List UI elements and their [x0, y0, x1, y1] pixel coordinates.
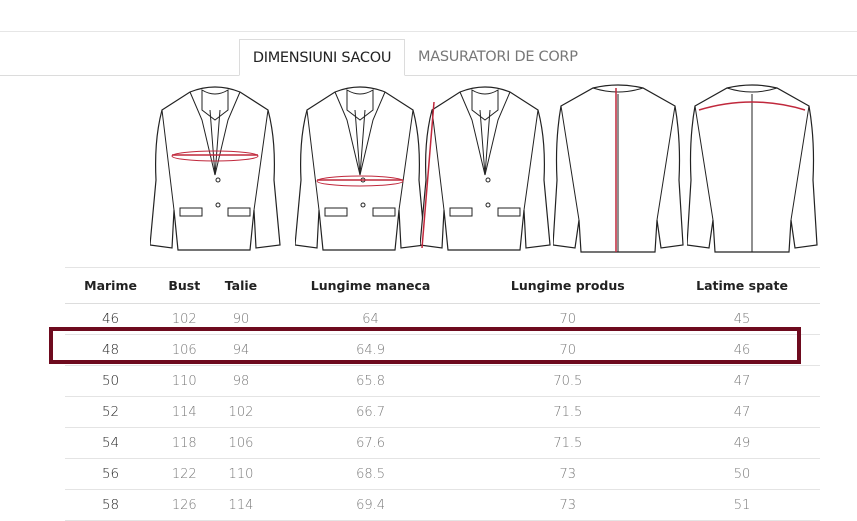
jacket-front-sleeve-icon — [419, 80, 552, 260]
jacket-back-length-icon — [552, 80, 685, 260]
table-row: 56 122 110 68.5 73 50 — [65, 458, 820, 490]
measurement-cell: 47 — [664, 365, 820, 397]
column-header: Lungime produs — [471, 268, 665, 304]
size-cell: 58 — [65, 489, 157, 521]
table-header-row: Marime Bust Talie Lungime maneca Lungime pro… — [65, 268, 820, 304]
measurement-cell: 102 — [212, 396, 270, 428]
measurement-cell: 50 — [664, 458, 820, 490]
measurement-cell: 68.5 — [269, 458, 472, 490]
measurement-cell: 110 — [212, 458, 270, 490]
highlighted-row-frame — [49, 327, 801, 364]
size-table: Marime Bust Talie Lungime maneca Lungime pro… — [65, 268, 820, 521]
measurement-cell: 73 — [471, 458, 665, 490]
measurement-cell: 98 — [212, 365, 270, 397]
measurement-cell: 71.5 — [471, 427, 665, 459]
measurement-cell: 67.6 — [269, 427, 472, 459]
jacket-front-waist-icon — [294, 80, 427, 260]
jacket-front-bust-icon — [149, 80, 282, 260]
measurement-cell: 65.8 — [269, 365, 472, 397]
column-header: Lungime maneca — [269, 268, 472, 304]
size-cell: 50 — [65, 365, 157, 397]
table-row: 50 110 98 65.8 70.5 47 — [65, 365, 820, 397]
column-header: Talie — [212, 268, 270, 304]
tab-masuratori-de-corp[interactable]: MASURATORI DE CORP — [418, 49, 578, 65]
column-header: Latime spate — [664, 268, 820, 304]
measurement-cell: 114 — [212, 489, 270, 521]
measurement-cell: 47 — [664, 396, 820, 428]
measurement-cell: 122 — [156, 458, 213, 490]
size-cell: 56 — [65, 458, 157, 490]
measurement-cell: 118 — [156, 427, 213, 459]
measurement-cell: 66.7 — [269, 396, 472, 428]
size-cell: 52 — [65, 396, 157, 428]
measurement-cell: 69.4 — [269, 489, 472, 521]
size-cell: 54 — [65, 427, 157, 459]
table-row: 58 126 114 69.4 73 51 — [65, 489, 820, 521]
measurement-cell: 126 — [156, 489, 213, 521]
measurement-cell: 114 — [156, 396, 213, 428]
jacket-illustrations — [140, 80, 830, 260]
measurement-cell: 51 — [664, 489, 820, 521]
measurement-cell: 70.5 — [471, 365, 665, 397]
tab-bar-divider — [0, 75, 857, 76]
column-header: Bust — [156, 268, 213, 304]
measurement-cell: 110 — [156, 365, 213, 397]
measurement-cell: 71.5 — [471, 396, 665, 428]
measurement-cell: 49 — [664, 427, 820, 459]
column-header: Marime — [65, 268, 157, 304]
measurement-cell: 73 — [471, 489, 665, 521]
table-row: 52 114 102 66.7 71.5 47 — [65, 396, 820, 428]
jacket-back-width-icon — [686, 80, 819, 260]
tab-dimensiuni-sacou[interactable]: DIMENSIUNI SACOU — [239, 39, 405, 76]
measurement-cell: 106 — [212, 427, 270, 459]
top-divider — [0, 31, 857, 32]
table-top-divider — [65, 267, 820, 268]
table-row: 54 118 106 67.6 71.5 49 — [65, 427, 820, 459]
